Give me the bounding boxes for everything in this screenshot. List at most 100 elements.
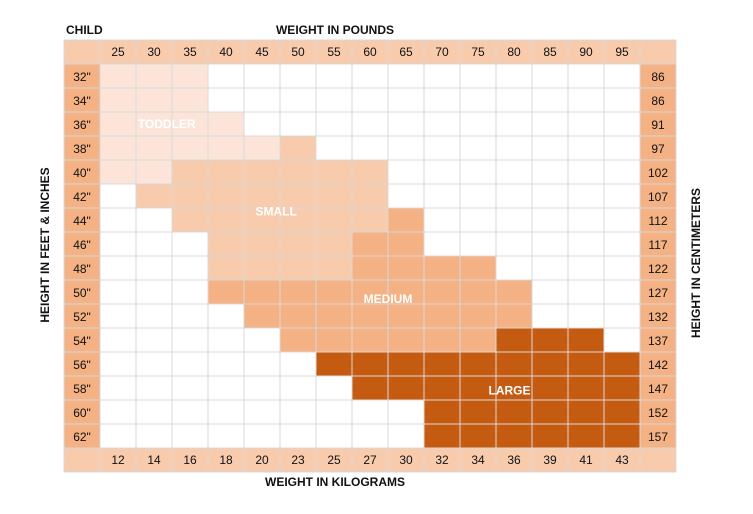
size-cell-toddler: [99, 87, 137, 113]
tick-label-layer: 25 12 30 14 35 16 40 18 45 20 50 23 55 25 60 27 65 30 70 32…: [73, 45, 668, 467]
size-cell-large: [567, 351, 605, 377]
size-cell-large: [315, 351, 353, 377]
size-cell-small: [171, 183, 209, 209]
size-cell-medium: [243, 303, 281, 329]
height-in-cell: [63, 63, 101, 89]
height-in-cell: [63, 231, 101, 257]
size-cell-medium: [315, 303, 353, 329]
size-cell-empty: [135, 399, 173, 425]
size-cell-large: [459, 423, 497, 449]
size-cell-empty: [135, 327, 173, 353]
size-cell-large: [531, 327, 569, 353]
size-cell-empty: [99, 231, 137, 257]
weight-lbs-cell: [495, 39, 533, 65]
size-cell-empty: [459, 159, 497, 185]
height-in-cell: [63, 303, 101, 329]
size-cell-large: [387, 375, 425, 401]
weight-lbs-tick: 30: [147, 45, 161, 59]
size-cell-empty: [603, 303, 641, 329]
size-cell-empty: [99, 399, 137, 425]
size-cell-empty: [207, 63, 245, 89]
height-cm-tick: 122: [648, 262, 668, 276]
size-cell-medium: [315, 279, 353, 305]
size-cell-small: [171, 159, 209, 185]
size-cell-empty: [495, 135, 533, 161]
size-cell-large: [387, 351, 425, 377]
corner-cell: [639, 39, 677, 65]
size-cell-empty: [315, 135, 353, 161]
size-cell-large: [495, 327, 533, 353]
size-cell-small: [279, 207, 317, 233]
size-cell-empty: [603, 111, 641, 137]
size-cell-large: [459, 351, 497, 377]
size-cell-toddler: [99, 63, 137, 89]
size-cell-toddler: [99, 135, 137, 161]
size-cell-small: [279, 231, 317, 257]
corner-cell: [63, 39, 101, 65]
height-cm-cell: [639, 375, 677, 401]
size-cell-empty: [387, 399, 425, 425]
weight-lbs-tick: 90: [579, 45, 593, 59]
size-cell-toddler: [171, 63, 209, 89]
size-cell-small: [351, 159, 389, 185]
size-cell-empty: [351, 423, 389, 449]
weight-kg-tick: 41: [579, 453, 593, 467]
size-cell-toddler: [99, 159, 137, 185]
size-cell-empty: [207, 87, 245, 113]
size-cell-empty: [135, 423, 173, 449]
weight-lbs-cell: [387, 39, 425, 65]
height-cm-cell: [639, 279, 677, 305]
size-cell-medium: [459, 279, 497, 305]
size-cell-empty: [135, 279, 173, 305]
size-cell-empty: [171, 279, 209, 305]
height-cm-cell: [639, 231, 677, 257]
size-cell-empty: [495, 159, 533, 185]
size-cell-large: [351, 375, 389, 401]
size-cell-empty: [99, 279, 137, 305]
size-cell-large: [531, 423, 569, 449]
size-cell-empty: [495, 183, 533, 209]
height-in-tick: 56": [73, 358, 91, 372]
size-cell-medium: [459, 327, 497, 353]
height-cm-tick: 102: [648, 166, 668, 180]
height-cm-tick: 97: [651, 142, 665, 156]
weight-kg-tick: 25: [327, 453, 341, 467]
size-cell-empty: [531, 111, 569, 137]
height-cm-cell: [639, 207, 677, 233]
size-cell-empty: [315, 375, 353, 401]
size-cell-empty: [243, 399, 281, 425]
size-cell-empty: [387, 183, 425, 209]
size-cell-empty: [459, 231, 497, 257]
height-cm-tick: 137: [648, 334, 668, 348]
size-cell-empty: [315, 87, 353, 113]
size-cell-empty: [279, 423, 317, 449]
weight-lbs-tick: 50: [291, 45, 305, 59]
size-cell-empty: [351, 135, 389, 161]
bottom-axis-label: WEIGHT IN KILOGRAMS: [265, 475, 405, 489]
height-in-tick: 48": [73, 262, 91, 276]
size-cell-large: [603, 375, 641, 401]
size-cell-small: [135, 183, 173, 209]
size-cell-empty: [351, 399, 389, 425]
size-cell-empty: [351, 63, 389, 89]
size-cell-large: [459, 399, 497, 425]
size-cell-empty: [459, 111, 497, 137]
size-cell-large: [531, 351, 569, 377]
size-cell-small: [243, 231, 281, 257]
size-cell-empty: [531, 183, 569, 209]
size-cell-empty: [531, 279, 569, 305]
size-cell-empty: [387, 159, 425, 185]
corner-cell: [639, 447, 677, 473]
size-cell-empty: [495, 87, 533, 113]
size-cell-empty: [315, 399, 353, 425]
size-cell-empty: [243, 327, 281, 353]
size-cell-empty: [243, 423, 281, 449]
size-cell-medium: [423, 279, 461, 305]
size-cell-small: [243, 255, 281, 281]
size-cell-medium: [495, 279, 533, 305]
weight-kg-tick: 39: [543, 453, 557, 467]
size-cell-empty: [531, 231, 569, 257]
height-cm-tick: 86: [651, 94, 665, 108]
weight-kg-cell: [279, 447, 317, 473]
size-cell-small: [315, 159, 353, 185]
